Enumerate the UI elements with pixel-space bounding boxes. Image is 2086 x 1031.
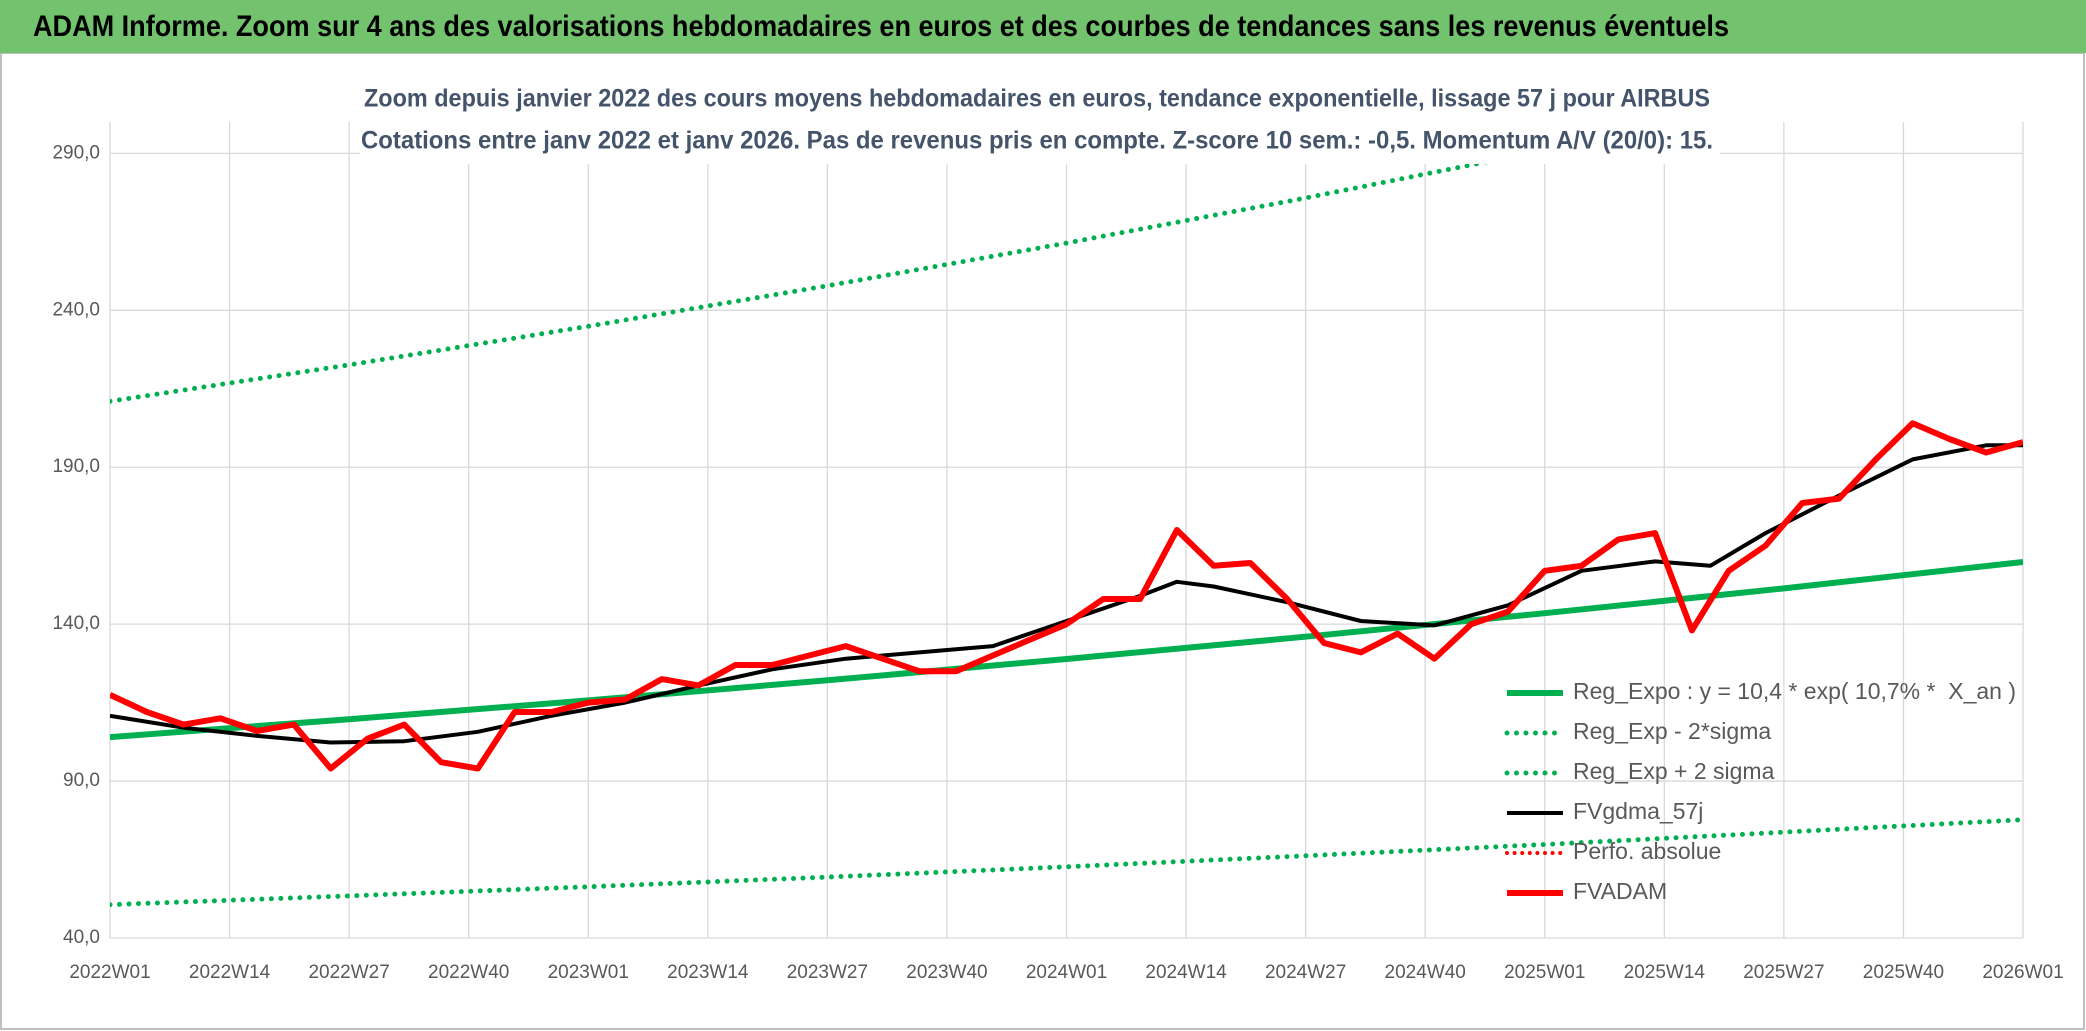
x-tick-label: 2025W14 <box>1624 962 1706 983</box>
chart-title: Zoom depuis janvier 2022 des cours moyen… <box>364 85 1710 113</box>
page-title: ADAM Informe. Zoom sur 4 ans des valoris… <box>33 10 1729 43</box>
chart-subtitle: Cotations entre janv 2022 et janv 2026. … <box>361 127 1713 155</box>
legend-label: Perfo. absolue <box>1573 838 1721 864</box>
y-tick-label: 240,0 <box>52 299 100 320</box>
legend-label: Reg_Exp - 2*sigma <box>1573 718 1771 744</box>
series-lines <box>110 122 2023 908</box>
x-tick-label: 2022W40 <box>428 962 509 983</box>
x-tick-label: 2025W01 <box>1504 962 1585 983</box>
x-tick-label: 2023W27 <box>787 962 868 983</box>
x-tick-label: 2024W01 <box>1026 962 1107 983</box>
x-tick-label: 2022W01 <box>69 962 150 983</box>
y-tick-label: 90,0 <box>63 770 100 791</box>
subtitle-background <box>360 80 1720 164</box>
series-line <box>110 122 1692 404</box>
legend-label: FVADAM <box>1573 878 1667 904</box>
x-tick-label: 2023W01 <box>548 962 629 983</box>
x-tick-label: 2023W40 <box>906 962 987 983</box>
legend-label: Reg_Expo : y = 10,4 * exp( 10,7% * X_an … <box>1573 678 2016 704</box>
series-line <box>110 817 2023 908</box>
plot-area: 40,0 90,0 140,0 190,0 240,0 290,0 2022W01 2022W… <box>52 122 2064 983</box>
x-tick-label: 2024W40 <box>1385 962 1466 983</box>
chart-frame <box>0 52 2085 1030</box>
legend-label: FVgdma_57j <box>1573 798 1703 824</box>
series-line <box>110 559 2023 741</box>
x-tick-label: 2022W14 <box>189 962 271 983</box>
x-tick-label: 2025W27 <box>1743 962 1824 983</box>
x-tick-label: 2025W40 <box>1863 962 1944 983</box>
y-tick-label: 290,0 <box>52 142 100 163</box>
y-tick-label: 190,0 <box>52 456 100 477</box>
x-tick-label: 2023W14 <box>667 962 749 983</box>
legend-label: Reg_Exp + 2 sigma <box>1573 758 1775 784</box>
x-tick-label: 2022W27 <box>308 962 389 983</box>
x-tick-label: 2026W01 <box>1982 962 2063 983</box>
series-line <box>110 420 2023 772</box>
y-tick-label: 40,0 <box>63 927 100 948</box>
y-tick-label: 140,0 <box>52 613 100 634</box>
x-tick-label: 2024W27 <box>1265 962 1346 983</box>
x-tick-label: 2024W14 <box>1145 962 1227 983</box>
title-bar <box>0 0 2086 53</box>
